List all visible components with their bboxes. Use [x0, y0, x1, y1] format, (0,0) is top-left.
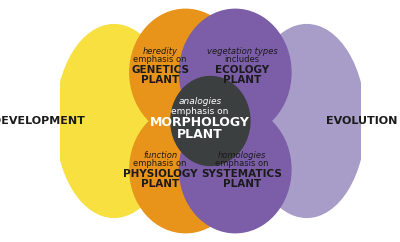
Text: analogies: analogies	[178, 98, 222, 106]
Ellipse shape	[248, 25, 365, 217]
Text: PLANT: PLANT	[141, 75, 179, 85]
Text: emphasis on: emphasis on	[215, 159, 269, 168]
Text: PLANT: PLANT	[223, 75, 261, 85]
Text: PHYSIOLOGY: PHYSIOLOGY	[123, 169, 197, 179]
Ellipse shape	[171, 76, 250, 166]
Text: includes: includes	[224, 55, 260, 65]
Text: MORPHOLOGY: MORPHOLOGY	[150, 116, 250, 129]
Text: PLANT: PLANT	[223, 179, 261, 189]
Ellipse shape	[180, 106, 291, 233]
Text: GENETICS: GENETICS	[131, 65, 189, 75]
Text: SYSTEMATICS: SYSTEMATICS	[202, 169, 282, 179]
Text: heredity: heredity	[142, 47, 178, 56]
Text: PLANT: PLANT	[177, 129, 223, 142]
Text: emphasis on: emphasis on	[133, 159, 187, 168]
Ellipse shape	[180, 9, 291, 136]
Ellipse shape	[56, 25, 172, 217]
Ellipse shape	[130, 106, 241, 233]
Text: EVOLUTION: EVOLUTION	[326, 116, 398, 126]
Text: ECOLOGY: ECOLOGY	[215, 65, 269, 75]
Ellipse shape	[130, 9, 241, 136]
Text: DEVELOPMENT: DEVELOPMENT	[0, 116, 84, 126]
Text: emphasis on: emphasis on	[171, 106, 229, 115]
Text: PLANT: PLANT	[141, 179, 179, 189]
Text: function: function	[143, 151, 177, 160]
Text: homologies: homologies	[218, 151, 266, 160]
Text: vegetation types: vegetation types	[207, 47, 277, 56]
Text: emphasis on: emphasis on	[133, 55, 187, 65]
